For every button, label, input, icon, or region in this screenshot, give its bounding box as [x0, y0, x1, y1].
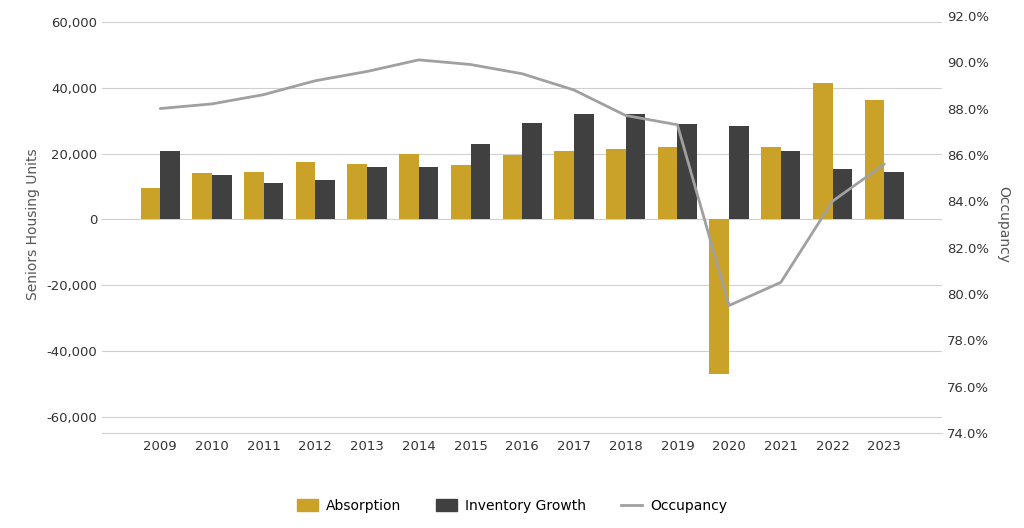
Bar: [367, 167, 387, 220]
Occupancy: [620, 112, 632, 119]
Bar: [193, 174, 212, 220]
Bar: [244, 172, 263, 220]
Occupancy: [723, 303, 735, 309]
Bar: [503, 155, 522, 220]
Bar: [574, 115, 594, 220]
Bar: [399, 154, 419, 220]
Bar: [140, 188, 160, 220]
Y-axis label: Seniors Housing Units: Seniors Housing Units: [26, 148, 40, 300]
Occupancy: [775, 279, 787, 286]
Bar: [347, 164, 367, 220]
Line: Occupancy: Occupancy: [160, 60, 885, 306]
Occupancy: [464, 61, 476, 68]
Occupancy: [826, 198, 839, 204]
Bar: [554, 150, 574, 220]
Occupancy: [516, 71, 528, 77]
Occupancy: [879, 161, 891, 167]
Bar: [781, 150, 801, 220]
Bar: [522, 122, 542, 220]
Bar: [451, 165, 470, 220]
Occupancy: [672, 121, 684, 128]
Bar: [813, 83, 833, 220]
Bar: [626, 115, 645, 220]
Bar: [678, 124, 697, 220]
Bar: [761, 147, 781, 220]
Bar: [296, 162, 315, 220]
Occupancy: [568, 87, 581, 93]
Bar: [885, 172, 904, 220]
Bar: [419, 167, 438, 220]
Occupancy: [206, 101, 218, 107]
Bar: [263, 183, 284, 220]
Bar: [833, 168, 852, 220]
Occupancy: [309, 78, 322, 84]
Occupancy: [360, 68, 373, 74]
Bar: [729, 126, 749, 220]
Occupancy: [257, 91, 269, 98]
Bar: [606, 149, 626, 220]
Legend: Absorption, Inventory Growth, Occupancy: Absorption, Inventory Growth, Occupancy: [292, 493, 732, 518]
Y-axis label: Occupancy: Occupancy: [995, 186, 1010, 263]
Bar: [657, 147, 678, 220]
Occupancy: [413, 56, 425, 63]
Bar: [864, 100, 885, 220]
Bar: [315, 180, 335, 220]
Bar: [710, 220, 729, 374]
Occupancy: [154, 106, 166, 112]
Bar: [160, 150, 180, 220]
Bar: [470, 144, 490, 220]
Bar: [212, 175, 231, 220]
